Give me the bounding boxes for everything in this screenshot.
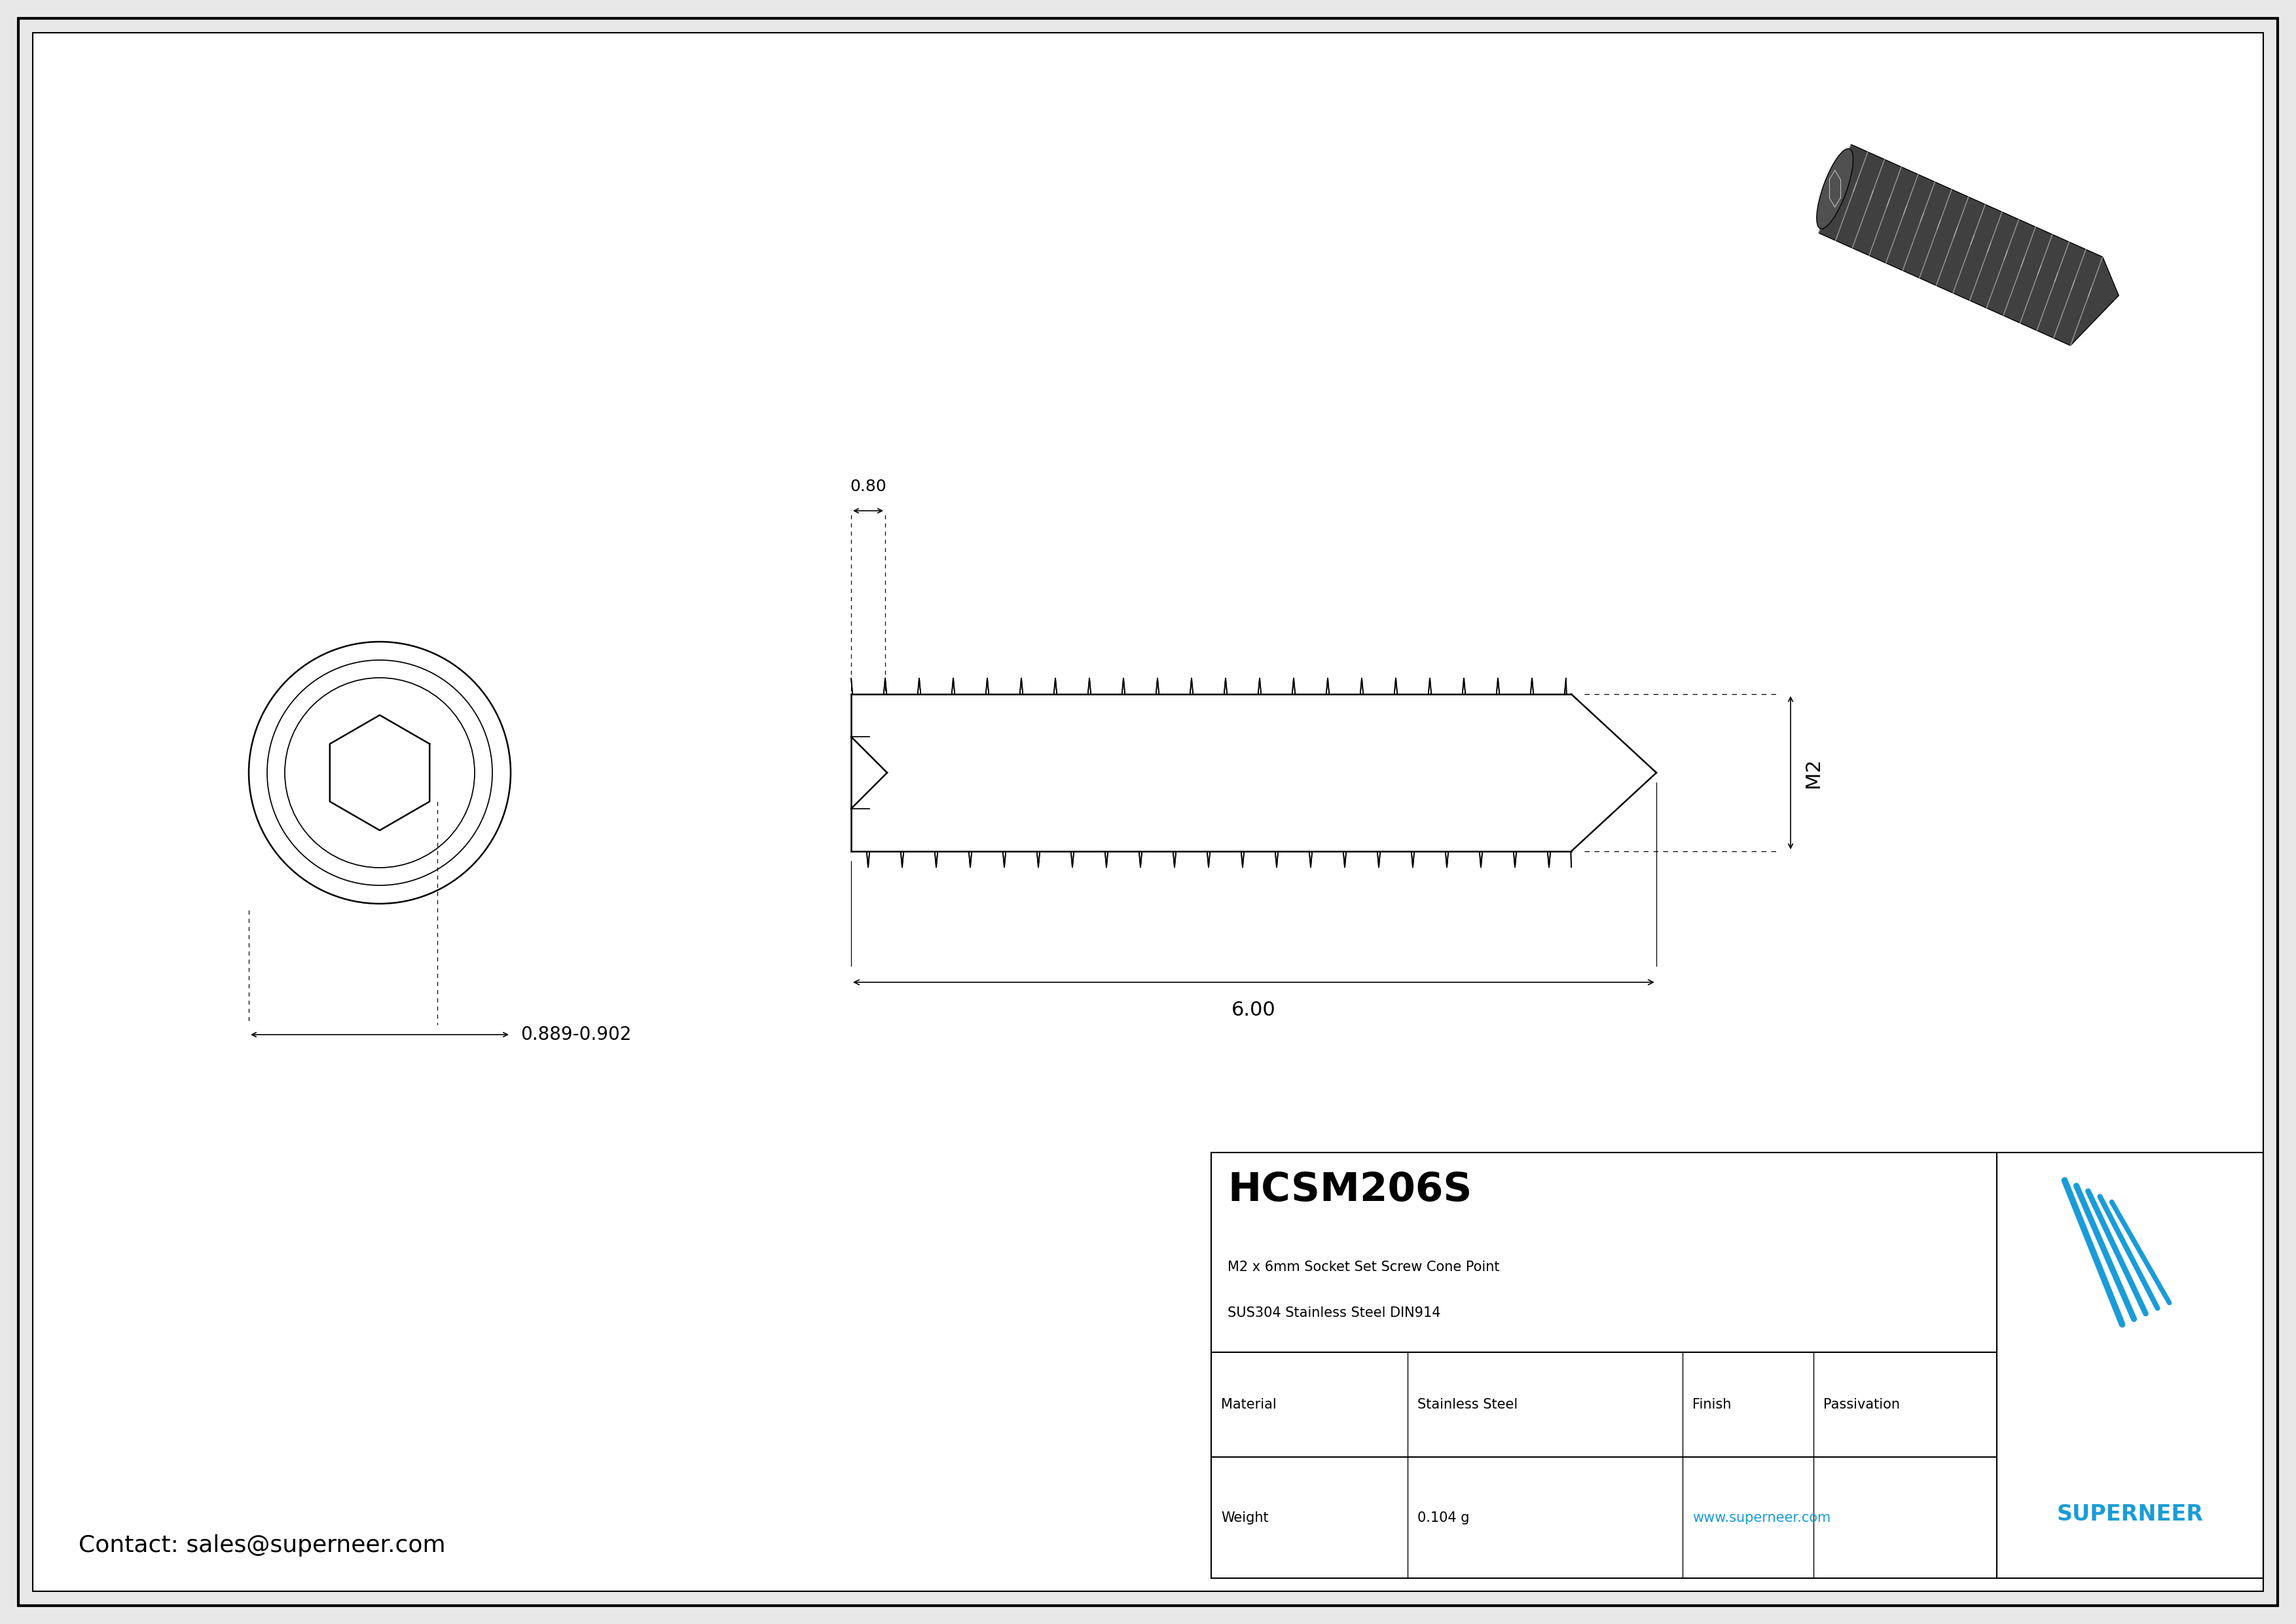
Text: 0.889-0.902: 0.889-0.902	[521, 1025, 631, 1044]
Polygon shape	[32, 32, 2264, 1592]
Text: M2 x 6mm Socket Set Screw Cone Point: M2 x 6mm Socket Set Screw Cone Point	[1228, 1260, 1499, 1273]
Text: SUS304 Stainless Steel DIN914: SUS304 Stainless Steel DIN914	[1228, 1306, 1440, 1319]
Text: Weight: Weight	[1221, 1510, 1270, 1525]
Text: M2: M2	[1805, 758, 1823, 788]
Text: Passivation: Passivation	[1823, 1398, 1899, 1411]
Text: Finish: Finish	[1692, 1398, 1731, 1411]
Text: Contact: sales@superneer.com: Contact: sales@superneer.com	[78, 1535, 445, 1556]
Text: 0.80: 0.80	[850, 479, 886, 494]
Text: Material: Material	[1221, 1398, 1277, 1411]
Text: www.superneer.com: www.superneer.com	[1692, 1510, 1830, 1525]
Polygon shape	[852, 693, 1570, 851]
Text: 0.104 g: 0.104 g	[1417, 1510, 1469, 1525]
Polygon shape	[852, 693, 1570, 851]
Text: 6.00: 6.00	[1231, 1000, 1277, 1020]
Ellipse shape	[1816, 149, 1853, 229]
Text: SUPERNEER: SUPERNEER	[2057, 1504, 2204, 1525]
Text: Stainless Steel: Stainless Steel	[1417, 1398, 1518, 1411]
Polygon shape	[1818, 145, 2119, 346]
Text: HCSM206S: HCSM206S	[1228, 1171, 1472, 1210]
Polygon shape	[1570, 693, 1655, 851]
